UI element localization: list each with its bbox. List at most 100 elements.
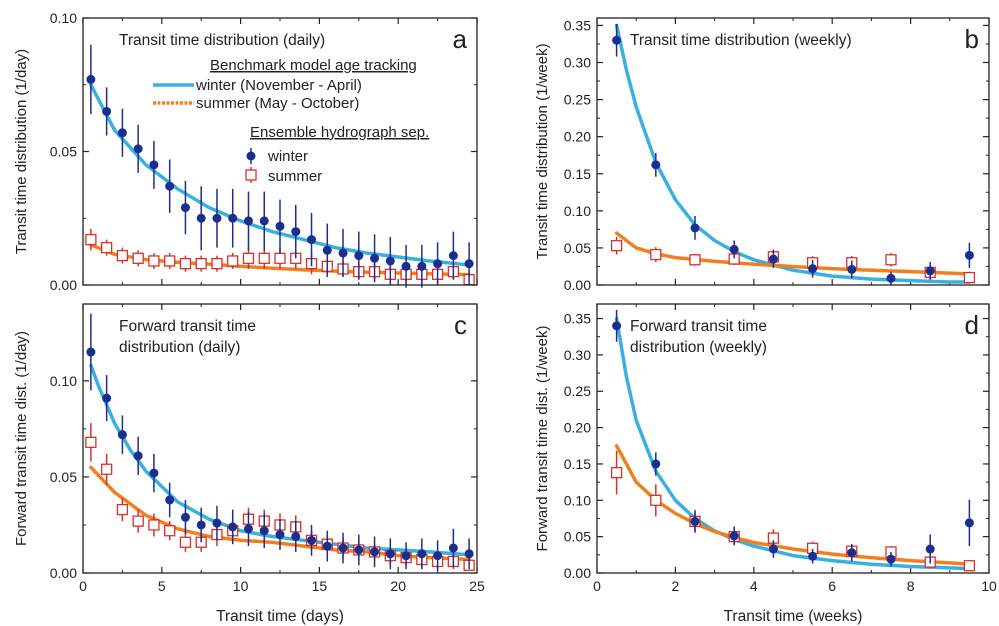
ehs-summer-point	[650, 248, 662, 261]
ehs-winter-point	[133, 451, 143, 461]
ehs-winter-point	[149, 160, 159, 170]
model-winter-curve	[89, 83, 471, 267]
x-tick-label: 0	[593, 578, 601, 594]
panel-title: Forward transit time	[119, 318, 256, 335]
ehs-summer-point	[610, 240, 623, 252]
ehs-winter-point	[117, 128, 127, 138]
y-tick-label: 0.20	[564, 420, 591, 436]
ehs-winter-point	[385, 549, 395, 559]
y-tick-label: 0.00	[564, 277, 591, 293]
panel-a: 0.00 0.05 0.10 a Transit time distribution (…	[13, 10, 478, 293]
ehs-winter-point	[117, 430, 127, 440]
ehs-summer-point	[242, 252, 255, 264]
ehs-winter-point	[690, 223, 700, 233]
ehs-winter-point	[149, 468, 159, 478]
x-tick-label: 5	[158, 578, 166, 594]
ehs-winter-point	[243, 216, 253, 226]
ehs-winter-point	[212, 518, 222, 528]
ehs-winter-point	[651, 459, 661, 469]
ehs-winter-point	[886, 273, 896, 283]
ehs-winter-point	[925, 544, 935, 554]
ehs-summer-point	[179, 536, 192, 548]
ehs-winter-point	[464, 259, 474, 269]
legend-ehs-summer-label: summer	[268, 168, 322, 185]
ehs-winter-point	[417, 549, 427, 559]
ehs-winter-point	[768, 544, 778, 554]
panel-b: 0.00 0.05 0.10 0.15 0.20 0.25 0.30 0.35 b Transit…	[534, 17, 990, 293]
ehs-winter-point	[433, 551, 443, 561]
ehs-winter-point	[417, 261, 427, 271]
ehs-winter-point	[86, 347, 96, 357]
ehs-winter-point	[212, 213, 222, 223]
ehs-winter-point	[651, 160, 661, 170]
ehs-winter-point	[307, 535, 317, 545]
ehs-winter-point	[228, 213, 238, 223]
panel-title: distribution (weekly)	[630, 339, 767, 356]
ehs-summer-point	[85, 436, 97, 448]
legend-model-summer-label: summer (May - October)	[196, 95, 359, 112]
ehs-winter-point	[338, 248, 348, 258]
ehs-winter-point	[322, 245, 332, 255]
legend: Benchmark model age tracking winter (Nov…	[153, 57, 429, 185]
x-tick-label: 4	[750, 578, 758, 594]
y-axis-label: Forward transit time dist. (1/day)	[13, 331, 30, 546]
ehs-winter-point	[196, 520, 206, 530]
ehs-winter-point	[729, 244, 739, 254]
ehs-summer-point	[85, 233, 97, 246]
ehs-winter-point	[847, 548, 857, 558]
panel-letter: d	[965, 310, 979, 340]
y-tick-label: 0.05	[50, 469, 77, 485]
panel-title: Transit time distribution (weekly)	[630, 32, 852, 49]
ehs-summer-point	[885, 254, 897, 266]
ehs-winter-point	[228, 522, 238, 532]
ehs-summer-point	[116, 503, 129, 516]
x-tick-label: 10	[981, 578, 997, 594]
y-tick-label: 0.30	[564, 347, 591, 363]
ehs-winter-point	[259, 526, 269, 536]
y-tick-label: 0.10	[50, 10, 77, 26]
ehs-winter-point	[612, 35, 622, 45]
ehs-winter-point	[768, 254, 778, 264]
ehs-summer-point	[258, 252, 270, 264]
y-tick-label: 0.00	[50, 277, 77, 293]
ehs-winter-point	[86, 74, 96, 84]
panel-letter: b	[965, 24, 979, 54]
ehs-winter-point	[291, 531, 301, 541]
panel-title: Transit time distribution (daily)	[119, 32, 325, 49]
model-summer-curve	[614, 231, 972, 276]
ehs-winter-point	[808, 264, 818, 274]
ehs-winter-point	[180, 512, 190, 522]
ehs-winter-point	[165, 495, 175, 505]
y-tick-label: 0.25	[564, 383, 591, 399]
ehs-winter-point	[322, 541, 332, 551]
plot-frame	[596, 303, 990, 574]
ehs-winter-point	[448, 543, 458, 553]
y-tick-label: 0.30	[564, 55, 591, 71]
plot-frame	[596, 17, 990, 286]
ehs-summer-point	[195, 257, 207, 270]
x-tick-label: 8	[907, 578, 915, 594]
ehs-winter-point	[354, 251, 364, 261]
y-tick-label: 0.15	[564, 166, 591, 182]
ehs-summer-point	[179, 257, 192, 270]
ehs-summer-point	[274, 252, 286, 264]
ehs-winter-point	[243, 524, 253, 534]
y-tick-label: 0.00	[564, 565, 591, 581]
ehs-summer-point	[211, 257, 223, 270]
ehs-winter-point	[808, 551, 818, 561]
ehs-winter-point	[307, 235, 317, 245]
ehs-winter-point	[102, 106, 112, 116]
ehs-summer-point	[132, 252, 144, 264]
y-tick-label: 0.10	[564, 203, 591, 219]
ehs-winter-point	[102, 393, 112, 403]
ehs-winter-point	[612, 321, 622, 331]
panel-letter: a	[453, 24, 468, 54]
panel-title: Forward transit time	[630, 318, 767, 335]
ehs-summer-point	[164, 255, 176, 267]
x-tick-label: 10	[233, 578, 249, 594]
y-tick-label: 0.05	[50, 144, 77, 160]
x-tick-label: 25	[469, 578, 485, 594]
ehs-winter-point	[180, 203, 190, 213]
plot-frame	[82, 17, 478, 286]
ehs-summer-point	[148, 519, 160, 531]
